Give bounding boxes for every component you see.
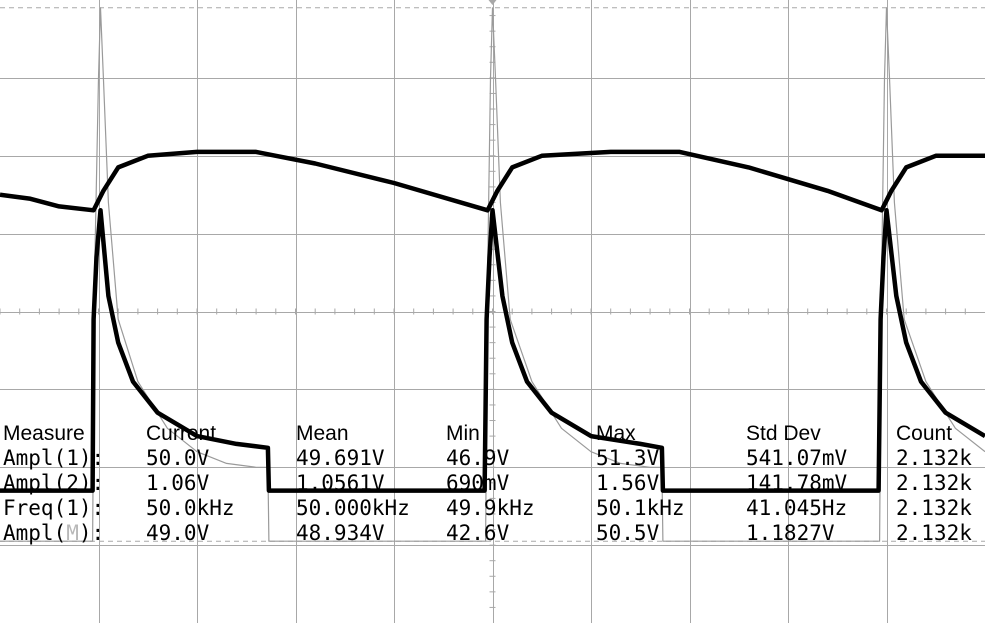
upper-trace xyxy=(0,149,985,213)
lower-trace xyxy=(0,208,985,493)
header-mean: Mean xyxy=(296,422,349,445)
measurement-table: Measure Current Mean Min Max Std Dev Cou… xyxy=(0,421,985,546)
header-measure: Measure xyxy=(3,422,85,445)
measurement-max: 50.1kHz xyxy=(596,496,685,520)
header-min: Min xyxy=(446,422,480,445)
measurement-mean: 1.0561V xyxy=(296,471,385,495)
measurement-max: 51.3V xyxy=(596,446,660,470)
measurement-std-dev: 141.78mV xyxy=(746,471,848,495)
measurement-label: Ampl(2): xyxy=(3,471,105,495)
measurement-header-row: Measure Current Mean Min Max Std Dev Cou… xyxy=(0,421,985,446)
measurement-max: 1.56V xyxy=(596,471,660,495)
measurement-row: Ampl(M): 49.0V 48.934V 42.6V 50.5V 1.182… xyxy=(0,521,985,546)
measurement-std-dev: 1.1827V xyxy=(746,521,835,545)
measurement-min: 42.6V xyxy=(446,521,510,545)
measurement-mean: 50.000kHz xyxy=(296,496,410,520)
header-std-dev: Std Dev xyxy=(746,422,821,445)
measurement-current: 1.06V xyxy=(146,471,210,495)
measurement-current: 50.0kHz xyxy=(146,496,235,520)
measurement-label: Ampl(M): xyxy=(3,521,105,545)
measurement-row: Ampl(2): 1.06V 1.0561V 690mV 1.56V 141.7… xyxy=(0,471,985,496)
measurement-std-dev: 41.045Hz xyxy=(746,496,848,520)
measurement-count: 2.132k xyxy=(896,446,972,470)
measurement-mean: 48.934V xyxy=(296,521,385,545)
header-current: Current xyxy=(146,422,217,445)
measurement-count: 2.132k xyxy=(896,496,972,520)
measurement-current: 50.0V xyxy=(146,446,210,470)
measurement-label: Freq(1): xyxy=(3,496,105,520)
measurement-current: 49.0V xyxy=(146,521,210,545)
measurement-std-dev: 541.07mV xyxy=(746,446,848,470)
measurement-min: 46.9V xyxy=(446,446,510,470)
trace-layer xyxy=(0,7,985,542)
measurement-mean: 49.691V xyxy=(296,446,385,470)
trigger-position-marker xyxy=(488,0,497,5)
math-trace xyxy=(0,7,985,542)
math-channel-letter: M xyxy=(66,521,79,545)
measurement-count: 2.132k xyxy=(896,521,972,545)
measurement-row: Ampl(1): 50.0V 49.691V 46.9V 51.3V 541.0… xyxy=(0,446,985,471)
measurement-count: 2.132k xyxy=(896,471,972,495)
measurement-label: Ampl(1): xyxy=(3,446,105,470)
measurement-row: Freq(1): 50.0kHz 50.000kHz 49.9kHz 50.1k… xyxy=(0,496,985,521)
measurement-min: 690mV xyxy=(446,471,510,495)
header-max: Max xyxy=(596,422,636,445)
measurement-max: 50.5V xyxy=(596,521,660,545)
header-count: Count xyxy=(896,422,953,445)
measurement-min: 49.9kHz xyxy=(446,496,535,520)
